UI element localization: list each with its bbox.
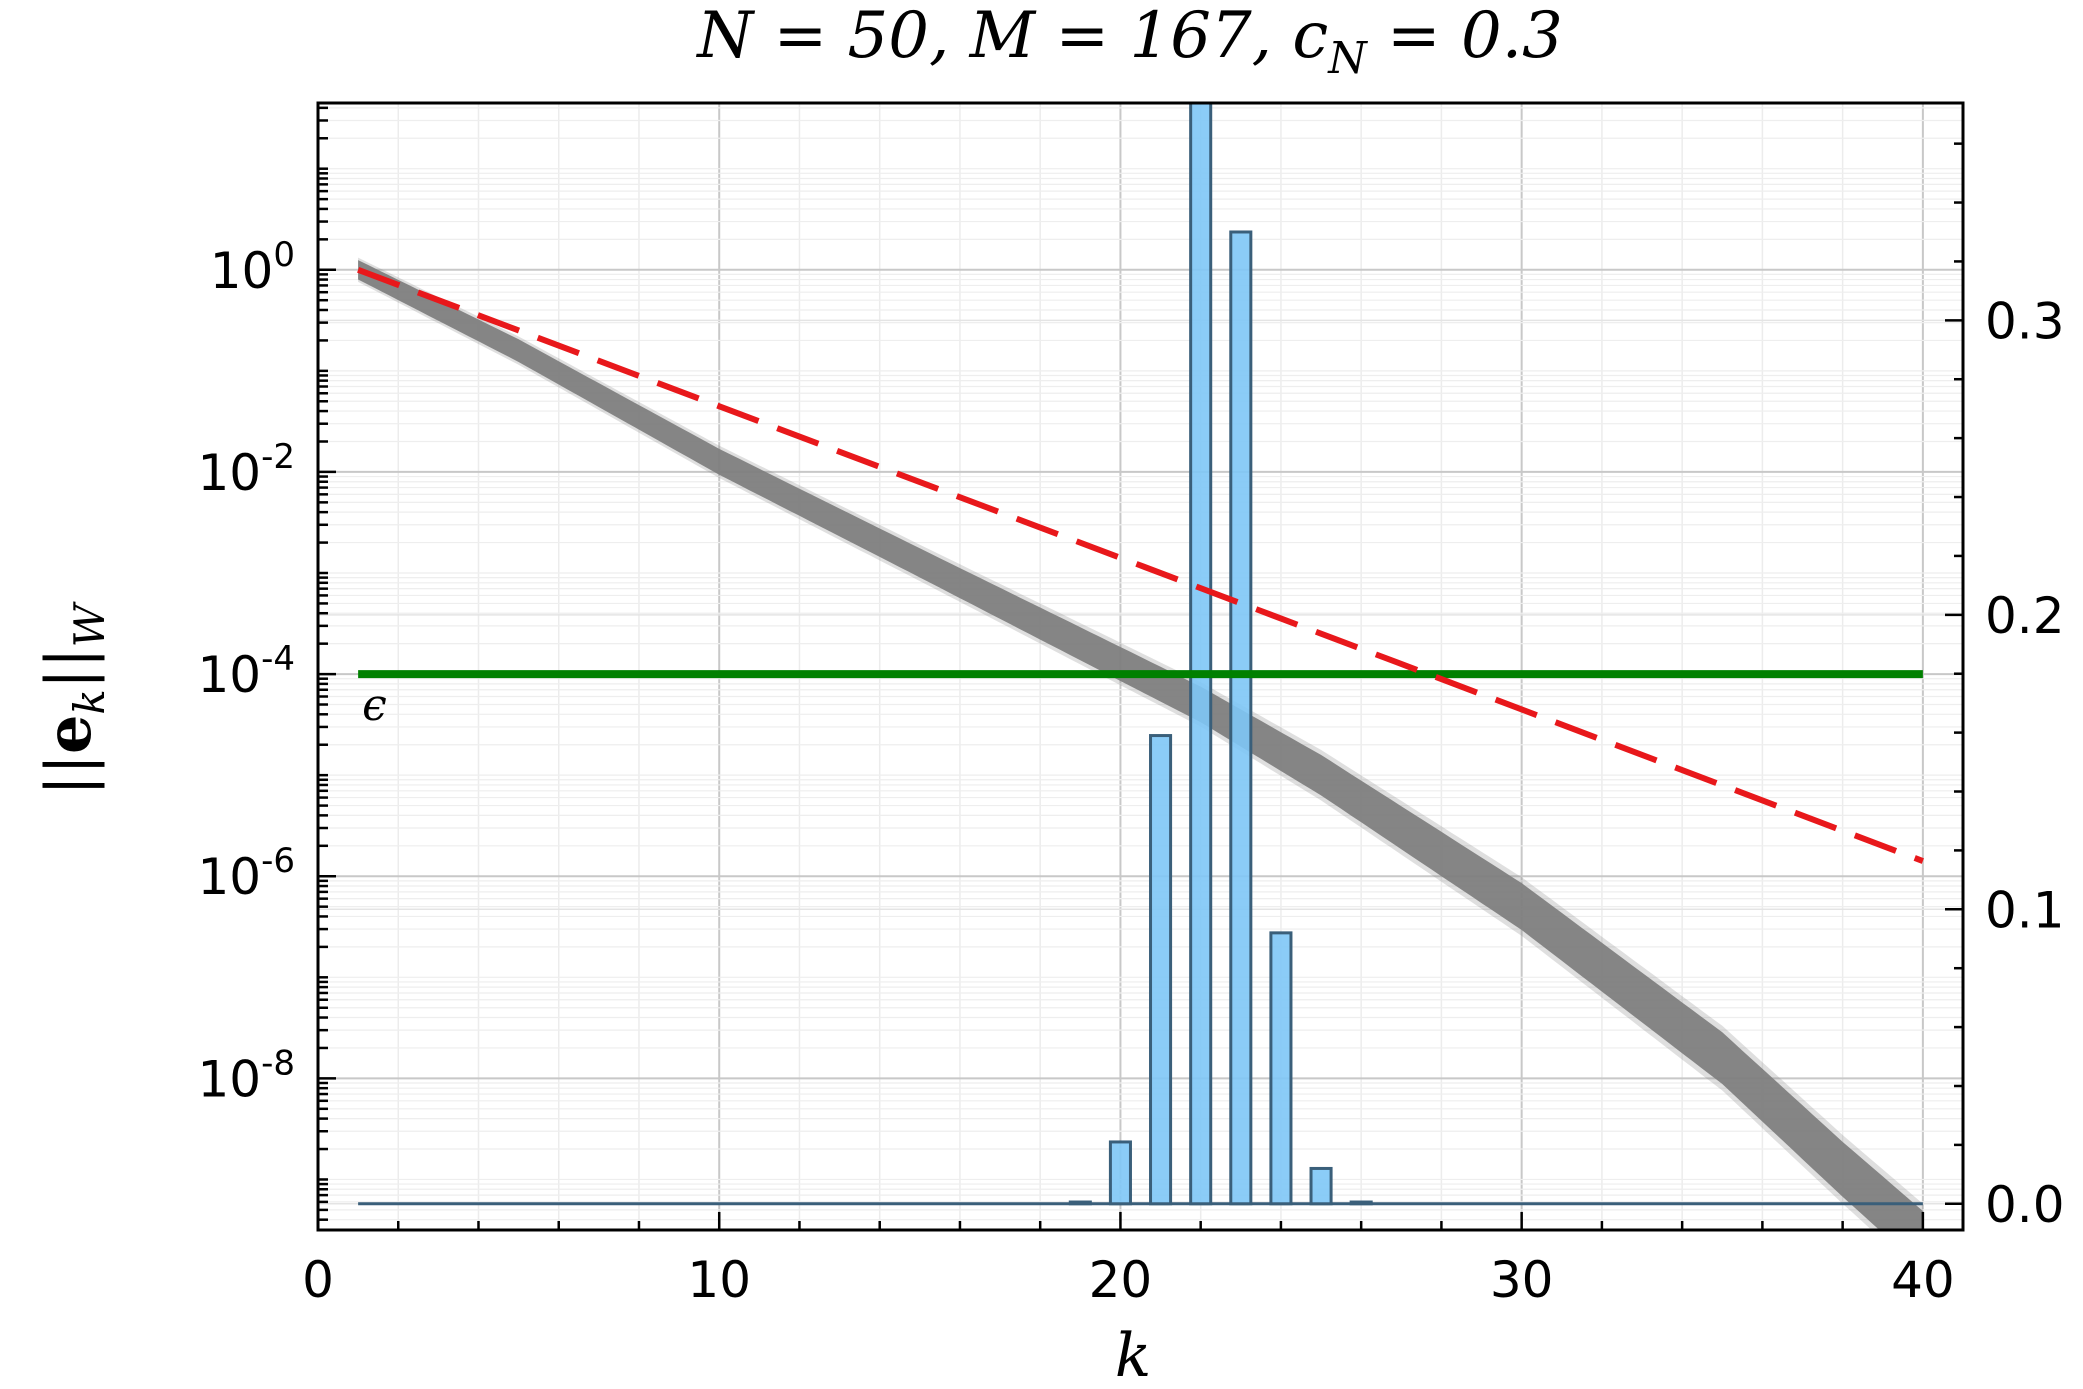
histogram-bar (1229, 230, 1253, 1206)
histogram-bar (1068, 1200, 1092, 1206)
y-right-tick-label: 0.0 (1985, 1176, 2065, 1234)
chart-title: N = 50, M = 167, cN = 0.3 (695, 0, 1563, 84)
bound-line (357, 266, 1924, 864)
svg-text:||ek||W: ||ek||W (32, 600, 114, 795)
histogram-bar (1349, 1200, 1373, 1206)
x-tick-label: 30 (1490, 1251, 1554, 1309)
y-axis-left: 100 10-2 10-4 10-6 10-8 (197, 106, 336, 1221)
histogram-bar (1149, 734, 1173, 1206)
y-left-tick-label: 10-2 (197, 437, 295, 502)
histogram-bar (1309, 1166, 1333, 1206)
y-left-tick-label: 10-8 (197, 1043, 295, 1108)
y-right-tick-label: 0.1 (1985, 881, 2065, 939)
y-left-tick-label: 10-4 (197, 639, 295, 704)
threshold-label: ϵ (362, 680, 387, 731)
histogram-bar (1108, 1140, 1132, 1206)
x-tick-label: 20 (1089, 1251, 1153, 1309)
y-axis-right: 0.0 0.1 0.2 0.3 (1945, 142, 2065, 1234)
y-right-tick-label: 0.2 (1985, 587, 2065, 645)
y-axis-label-left: ||ek||W (32, 600, 114, 795)
y-right-tick-label: 0.3 (1985, 292, 2065, 350)
x-tick-label: 0 (302, 1251, 334, 1309)
plot-frame (316, 101, 1965, 1232)
histogram-bar (1269, 931, 1293, 1206)
histogram-bar (1189, 103, 1213, 1206)
error-band (358, 257, 1923, 1230)
y-left-tick-label: 10-6 (197, 841, 295, 906)
error-band-halo (358, 257, 1923, 1230)
histogram-bars (358, 103, 1923, 1206)
x-axis: 0 10 20 30 40 (302, 1212, 1955, 1309)
x-tick-label: 10 (687, 1251, 751, 1309)
y-left-tick-label: 100 (210, 235, 295, 300)
x-tick-label: 40 (1891, 1251, 1955, 1309)
x-axis-label: k (1115, 1321, 1151, 1389)
error-band-core (358, 260, 1923, 1230)
